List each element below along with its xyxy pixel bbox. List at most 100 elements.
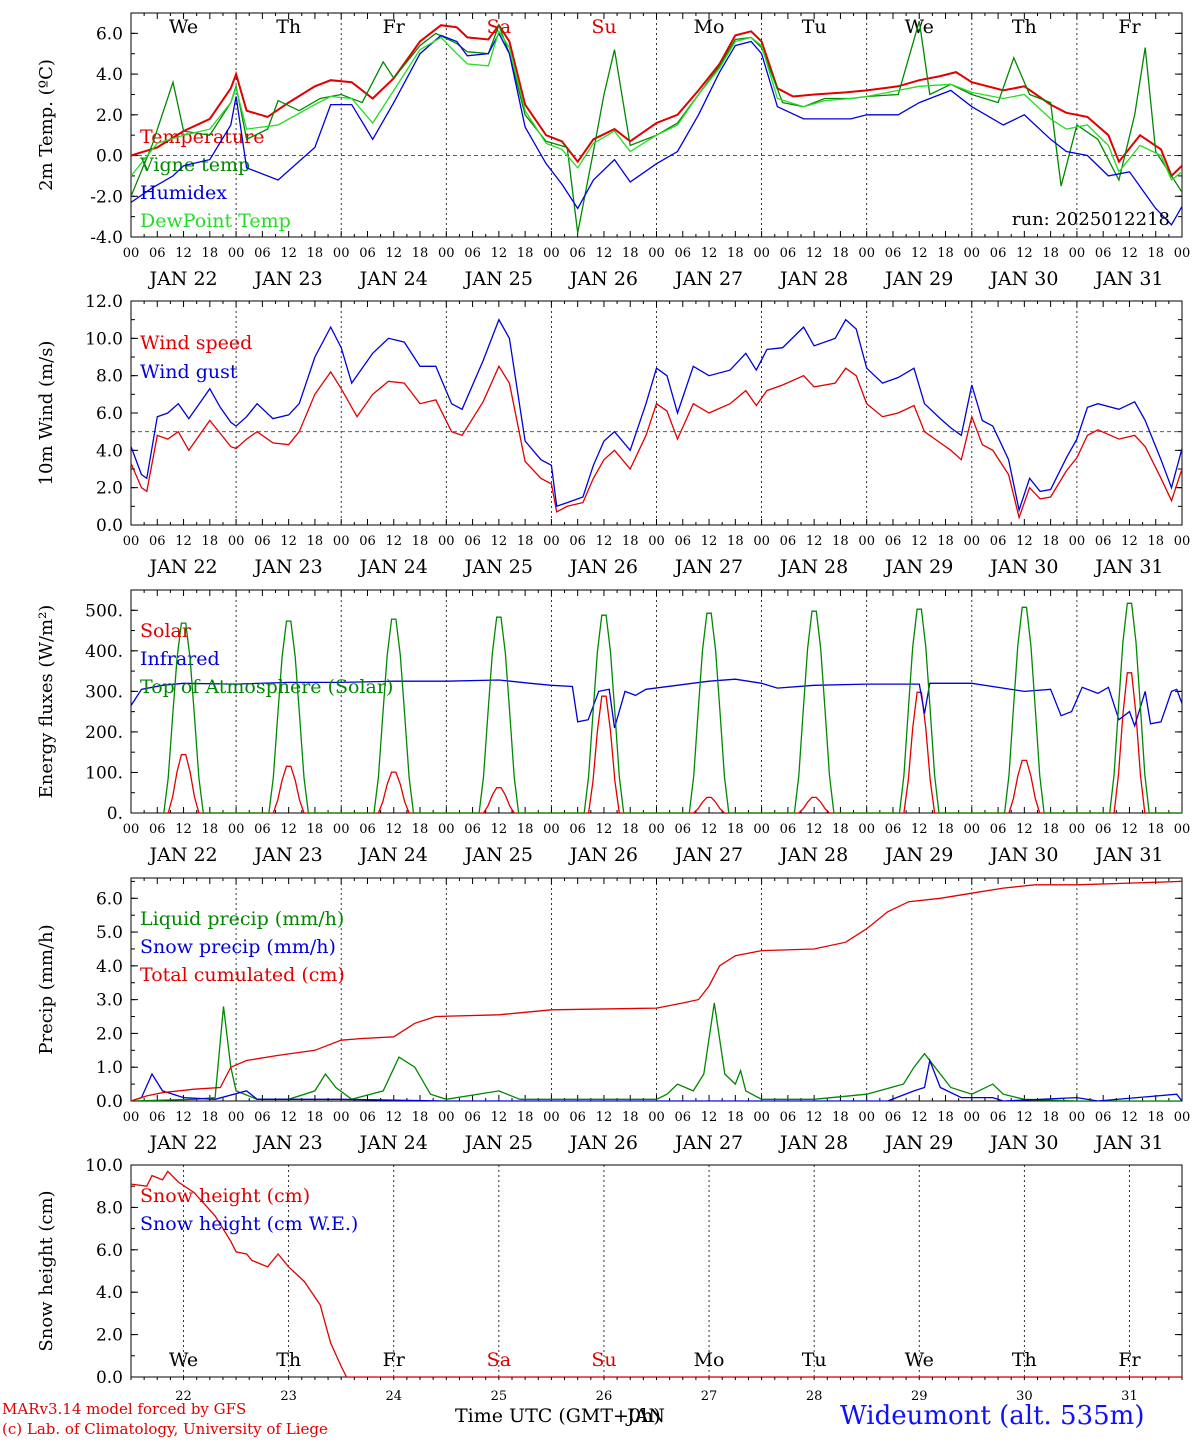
hour-tick-label: 00 [1069, 246, 1086, 261]
day-number-label: 24 [385, 1389, 402, 1404]
y-tick-label: 500. [85, 601, 123, 621]
hour-tick-label: 12 [175, 534, 192, 549]
y-tick-label: 4.0 [96, 957, 123, 977]
hour-tick-label: 06 [359, 534, 376, 549]
hour-tick-label: 00 [964, 822, 981, 837]
hour-tick-label: 06 [675, 822, 692, 837]
hour-tick-label: 06 [569, 534, 586, 549]
hour-tick-label: 00 [648, 1110, 665, 1125]
hour-tick-label: 12 [911, 1110, 928, 1125]
date-label: JAN 29 [883, 556, 953, 578]
legend-entry: Snow height (cm W.E.) [140, 1213, 358, 1235]
hour-tick-label: 12 [911, 822, 928, 837]
hour-tick-label: 18 [202, 822, 219, 837]
hour-tick-label: 00 [753, 822, 770, 837]
hour-tick-label: 06 [464, 534, 481, 549]
hour-tick-label: 00 [123, 822, 140, 837]
hour-tick-label: 12 [701, 246, 718, 261]
hour-tick-label: 18 [1147, 822, 1164, 837]
date-label: JAN 28 [778, 268, 848, 290]
hour-tick-label: 18 [832, 1110, 849, 1125]
y-tick-label: -4.0 [90, 228, 123, 248]
weekday-label: Fr [383, 1349, 406, 1371]
hour-tick-label: 06 [569, 822, 586, 837]
hour-tick-label: 00 [123, 246, 140, 261]
day-number-label: 23 [280, 1389, 297, 1404]
weekday-label: Su [591, 16, 616, 38]
hour-tick-label: 00 [543, 1110, 560, 1125]
hour-tick-label: 12 [491, 1110, 508, 1125]
series-line-top-of-atmosphere-solar- [161, 602, 1182, 813]
hour-tick-label: 12 [491, 822, 508, 837]
y-tick-label: 0.0 [96, 147, 123, 167]
hour-tick-label: 18 [202, 1110, 219, 1125]
y-tick-label: 200. [85, 723, 123, 743]
hour-tick-label: 00 [858, 822, 875, 837]
hour-tick-label: 18 [1042, 822, 1059, 837]
hour-tick-label: 06 [464, 822, 481, 837]
date-label: JAN 28 [778, 844, 848, 866]
day-number-label: 29 [911, 1389, 928, 1404]
hour-tick-label: 00 [333, 1110, 350, 1125]
y-tick-label: 2.0 [96, 1326, 123, 1346]
hour-tick-label: 18 [622, 246, 639, 261]
hour-tick-label: 00 [964, 534, 981, 549]
hour-tick-label: 06 [254, 534, 271, 549]
hour-tick-label: 18 [622, 822, 639, 837]
hour-tick-label: 06 [1095, 822, 1112, 837]
run-annotation: run: 2025012218 [1012, 209, 1170, 230]
date-label: JAN 23 [253, 268, 323, 290]
panel-5: 10.0 8.0 6.0 4.0 2.0 0.0 Snow height (cm) We Th F… [36, 1156, 1183, 1404]
legend-entry: Infrared [140, 648, 220, 670]
date-label: JAN 29 [883, 1132, 953, 1154]
weekday-label: Th [1012, 16, 1037, 38]
station-name: Wideumont (alt. 535m) [840, 1401, 1145, 1431]
hour-tick-label: 18 [517, 246, 534, 261]
date-label: JAN 23 [253, 556, 323, 578]
weekday-label: Tu [802, 1349, 827, 1371]
hour-tick-label: 06 [885, 534, 902, 549]
legend-entry: Wind gust [140, 361, 238, 383]
hour-tick-label: 06 [990, 534, 1007, 549]
y-axis-label: 2m Temp. (ºC) [36, 59, 57, 191]
hour-tick-label: 06 [569, 246, 586, 261]
hour-tick-label: 00 [228, 246, 245, 261]
day-number-label: 26 [596, 1389, 613, 1404]
hour-tick-label: 00 [753, 246, 770, 261]
hour-tick-label: 12 [701, 1110, 718, 1125]
hour-tick-label: 18 [727, 822, 744, 837]
series-line-temperature [131, 23, 1182, 178]
hour-tick-label: 18 [832, 246, 849, 261]
y-tick-label: 4.0 [96, 1283, 123, 1303]
hour-tick-label: 00 [1069, 822, 1086, 837]
date-label: JAN 22 [147, 1132, 217, 1154]
hour-tick-label: 12 [1016, 822, 1033, 837]
date-label: JAN 29 [883, 844, 953, 866]
hour-tick-label: 18 [412, 1110, 429, 1125]
hour-tick-label: 00 [1174, 534, 1191, 549]
legend-entry: DewPoint Temp [140, 210, 291, 232]
hour-tick-label: 06 [780, 534, 797, 549]
y-tick-label: 2.0 [96, 479, 123, 499]
y-tick-label: 0. [107, 804, 123, 824]
hour-tick-label: 00 [123, 1110, 140, 1125]
hour-tick-label: 00 [1069, 1110, 1086, 1125]
weekday-label: We [169, 16, 198, 38]
hour-tick-label: 00 [228, 822, 245, 837]
series-line-wind-gust [131, 318, 1182, 513]
hour-tick-label: 06 [149, 534, 166, 549]
legend-entry: Snow height (cm) [140, 1185, 310, 1207]
hour-tick-label: 00 [1069, 534, 1086, 549]
y-tick-label: 8.0 [96, 367, 123, 387]
hour-tick-label: 12 [1016, 534, 1033, 549]
weekday-label: Th [276, 1349, 301, 1371]
date-label: JAN 22 [147, 556, 217, 578]
hour-tick-label: 06 [990, 822, 1007, 837]
hour-tick-label: 12 [911, 246, 928, 261]
weekday-label: Th [1012, 1349, 1037, 1371]
panel-3: 500. 400. 300. 200. 100. 0. Energy fluxes (W/m… [36, 589, 1190, 866]
date-label: JAN 24 [358, 1132, 428, 1154]
hour-tick-label: 18 [307, 246, 324, 261]
date-label: JAN 31 [1093, 268, 1163, 290]
hour-tick-label: 06 [885, 822, 902, 837]
